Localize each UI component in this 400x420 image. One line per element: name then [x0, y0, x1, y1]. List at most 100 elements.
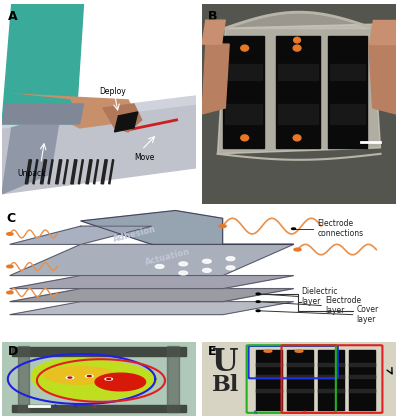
Text: Deploy: Deploy — [99, 87, 126, 96]
Bar — [318, 375, 344, 378]
Polygon shape — [78, 160, 84, 184]
Bar — [330, 64, 365, 80]
Polygon shape — [12, 94, 138, 128]
Polygon shape — [114, 112, 138, 132]
Bar — [12, 405, 186, 412]
Polygon shape — [95, 373, 146, 391]
Polygon shape — [81, 210, 294, 244]
Ellipse shape — [155, 265, 164, 268]
Polygon shape — [48, 160, 53, 184]
Bar — [223, 36, 264, 148]
Ellipse shape — [256, 301, 260, 302]
Polygon shape — [2, 104, 196, 194]
Ellipse shape — [293, 135, 301, 141]
Polygon shape — [10, 276, 294, 289]
Polygon shape — [10, 226, 152, 244]
Ellipse shape — [219, 225, 226, 228]
Polygon shape — [202, 20, 225, 44]
Bar — [12, 347, 186, 355]
Ellipse shape — [202, 259, 211, 263]
Text: Actuation: Actuation — [144, 247, 191, 267]
Ellipse shape — [7, 265, 13, 268]
Text: Cover
layer: Cover layer — [357, 305, 379, 324]
Polygon shape — [45, 367, 114, 384]
Ellipse shape — [256, 310, 260, 312]
Text: Move: Move — [134, 153, 154, 162]
Bar — [318, 349, 344, 410]
Text: f₃: f₃ — [93, 404, 98, 410]
Polygon shape — [86, 160, 92, 184]
Ellipse shape — [292, 228, 296, 229]
Ellipse shape — [241, 45, 248, 51]
Polygon shape — [25, 160, 32, 184]
Bar — [350, 349, 375, 410]
Polygon shape — [63, 160, 68, 184]
Ellipse shape — [87, 375, 91, 377]
Text: Electrode
connections: Electrode connections — [317, 219, 363, 239]
Bar — [256, 349, 282, 410]
Bar — [278, 104, 318, 124]
Bar — [225, 104, 262, 124]
Bar — [350, 375, 375, 378]
Text: A: A — [8, 10, 18, 23]
Polygon shape — [94, 160, 98, 184]
Text: E: E — [208, 344, 216, 357]
Ellipse shape — [294, 37, 300, 43]
Bar — [318, 389, 344, 392]
Bar — [328, 36, 367, 148]
Ellipse shape — [256, 293, 260, 294]
Polygon shape — [2, 4, 84, 124]
Polygon shape — [109, 160, 114, 184]
Ellipse shape — [7, 291, 13, 294]
Ellipse shape — [179, 262, 188, 266]
Polygon shape — [71, 160, 77, 184]
Bar — [350, 389, 375, 392]
Ellipse shape — [107, 378, 111, 380]
Polygon shape — [12, 94, 76, 114]
Ellipse shape — [226, 266, 235, 270]
Bar — [225, 64, 262, 80]
Bar — [278, 64, 318, 80]
Polygon shape — [2, 96, 196, 128]
Bar — [287, 363, 312, 366]
Polygon shape — [10, 244, 294, 276]
Polygon shape — [369, 44, 396, 114]
Text: Adhesion: Adhesion — [112, 224, 157, 244]
Text: D: D — [8, 344, 18, 357]
Ellipse shape — [86, 375, 93, 377]
Ellipse shape — [226, 257, 235, 261]
Text: Bl: Bl — [212, 374, 239, 396]
Polygon shape — [56, 160, 62, 184]
Text: f₂: f₂ — [303, 410, 308, 415]
Bar — [287, 389, 312, 392]
Polygon shape — [202, 44, 229, 114]
Bar — [350, 363, 375, 366]
Ellipse shape — [293, 45, 301, 51]
Bar — [167, 346, 178, 412]
Polygon shape — [10, 289, 294, 302]
Text: Unpack: Unpack — [18, 169, 46, 178]
Polygon shape — [369, 20, 396, 44]
Bar — [18, 346, 29, 412]
Bar — [330, 104, 365, 124]
Ellipse shape — [66, 377, 74, 378]
Bar — [287, 375, 312, 378]
Ellipse shape — [295, 350, 303, 352]
Polygon shape — [2, 114, 60, 194]
Text: f₁: f₁ — [54, 404, 59, 410]
Polygon shape — [31, 358, 157, 400]
Polygon shape — [2, 104, 84, 124]
Bar — [276, 36, 320, 148]
Bar — [256, 375, 282, 378]
Polygon shape — [103, 104, 142, 132]
Text: f₂: f₂ — [74, 404, 78, 410]
Bar — [318, 363, 344, 366]
Ellipse shape — [68, 377, 72, 378]
Text: U: U — [212, 347, 238, 378]
Ellipse shape — [7, 233, 13, 235]
Bar — [256, 363, 282, 366]
Ellipse shape — [294, 248, 301, 251]
Ellipse shape — [202, 268, 211, 272]
Ellipse shape — [241, 135, 248, 141]
Ellipse shape — [179, 271, 188, 275]
